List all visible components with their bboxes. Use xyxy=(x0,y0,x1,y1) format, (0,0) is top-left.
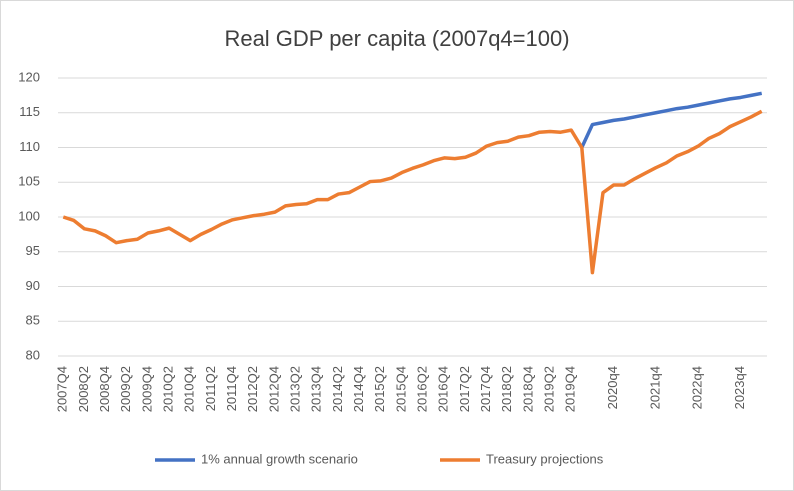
chart-title: Real GDP per capita (2007q4=100) xyxy=(224,26,569,51)
series-line xyxy=(62,109,763,275)
x-tick-label: 2017Q4 xyxy=(478,366,493,412)
x-tick-label: 2015Q4 xyxy=(393,366,408,412)
x-tick-label: 2019Q2 xyxy=(542,366,557,412)
y-tick-label: 120 xyxy=(18,69,40,84)
x-tick-label: 2018Q2 xyxy=(499,366,514,412)
x-tick-label: 2017Q2 xyxy=(457,366,472,412)
x-tick-label: 2011Q2 xyxy=(203,366,218,411)
x-tick-label: 2012Q2 xyxy=(245,366,260,412)
y-tick-label: 100 xyxy=(18,208,40,223)
y-tick-label: 105 xyxy=(18,174,40,189)
y-tick-label: 110 xyxy=(19,139,40,154)
x-tick-label: 2011Q4 xyxy=(224,366,239,411)
x-tick-label: 2008Q2 xyxy=(76,366,91,412)
x-tick-label: 2018Q4 xyxy=(520,366,535,412)
x-tick-label: 2009Q4 xyxy=(139,366,154,412)
x-tick-label: 2008Q4 xyxy=(97,366,112,412)
y-tick-label: 85 xyxy=(26,313,40,328)
x-tick-label: 2021q4 xyxy=(647,366,662,409)
legend-label: 1% annual growth scenario xyxy=(201,451,358,466)
x-tick-label: 2016Q4 xyxy=(436,366,451,412)
x-tick-label: 2013Q4 xyxy=(309,366,324,412)
x-tick-label: 2014Q4 xyxy=(351,366,366,412)
x-tick-label: 2019Q4 xyxy=(563,366,578,412)
legend-label: Treasury projections xyxy=(486,451,604,466)
series-line xyxy=(580,91,763,149)
x-tick-label: 2010Q4 xyxy=(182,366,197,412)
x-tick-label: 2010Q2 xyxy=(161,366,176,412)
y-tick-label: 95 xyxy=(26,243,40,258)
x-tick-label: 2012Q4 xyxy=(266,366,281,412)
x-tick-label: 2020q4 xyxy=(605,366,620,409)
x-tick-label: 2013Q2 xyxy=(288,366,303,412)
x-tick-label: 2015Q2 xyxy=(372,366,387,412)
x-tick-label: 2022q4 xyxy=(690,366,705,409)
x-tick-label: 2023q4 xyxy=(732,366,747,409)
x-tick-label: 2014Q2 xyxy=(330,366,345,412)
x-tick-label: 2009Q2 xyxy=(118,366,133,412)
y-tick-label: 90 xyxy=(26,278,40,293)
y-tick-label: 80 xyxy=(26,347,40,362)
x-tick-label: 2016Q2 xyxy=(415,366,430,412)
y-tick-label: 115 xyxy=(19,104,40,119)
x-tick-label: 2007Q4 xyxy=(55,366,70,412)
